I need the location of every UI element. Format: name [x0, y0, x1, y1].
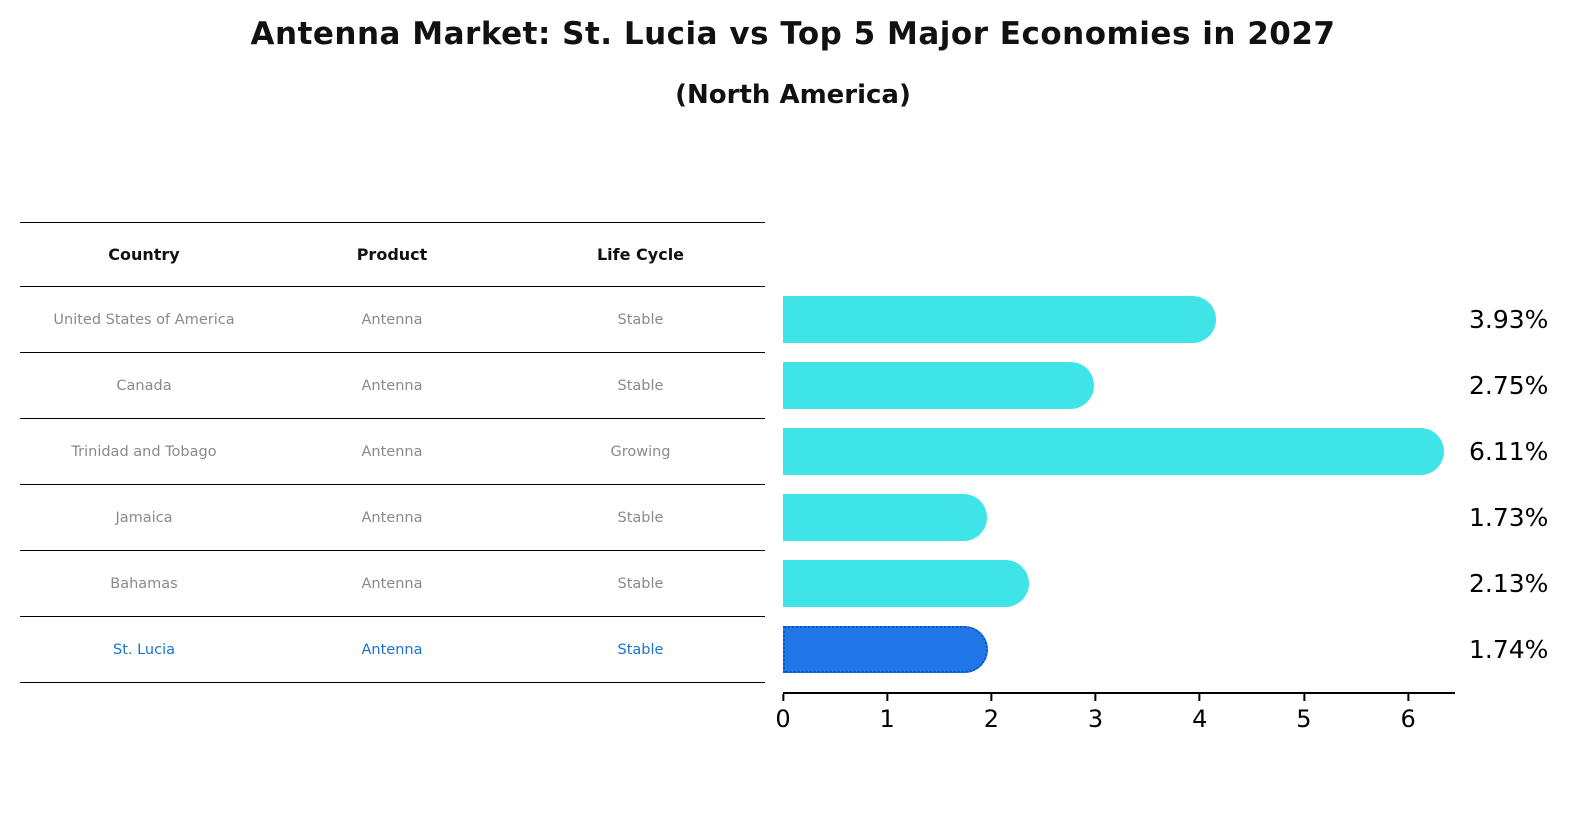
table-cell-life-cycle: Stable	[617, 509, 664, 526]
x-tick-mark	[1302, 694, 1305, 701]
bar-value-label: 3.93%	[1469, 304, 1549, 334]
bar-trinidad-and-tobago	[783, 427, 1444, 475]
table-cell-country: Canada	[116, 377, 172, 394]
table-header-product: Product	[356, 245, 428, 264]
data-table: Country Product Life Cycle United States…	[20, 222, 765, 683]
table-row: United States of America Antenna Stable	[20, 287, 765, 353]
table-row: Jamaica Antenna Stable	[20, 485, 765, 551]
x-tick-label: 2	[983, 705, 1000, 733]
table-row: Bahamas Antenna Stable	[20, 551, 765, 617]
table-cell-product: Antenna	[361, 575, 423, 592]
bar-value-label: 6.11%	[1469, 436, 1549, 466]
chart-header-spacer	[783, 222, 1585, 286]
bar-row: 1.73%	[783, 484, 1585, 550]
table-cell-country: Bahamas	[110, 575, 178, 592]
x-tick-label: 1	[879, 705, 895, 733]
x-tick-label: 3	[1087, 705, 1104, 733]
x-tick-mark	[1198, 694, 1201, 701]
table-cell-country: Jamaica	[115, 509, 173, 526]
table-cell-product: Antenna	[361, 311, 423, 328]
table-cell-country: St. Lucia	[112, 641, 175, 658]
bar-chart: 3.93% 2.75% 6.11% 1.73% 2.13% 1.74%	[775, 222, 1585, 736]
x-tick-label: 6	[1400, 705, 1416, 733]
x-tick-mark	[782, 694, 784, 701]
table-cell-product: Antenna	[361, 641, 423, 658]
x-tick-label: 4	[1192, 705, 1208, 733]
chart-subtitle: (North America)	[675, 80, 911, 110]
bar-value-label: 1.73%	[1469, 502, 1549, 532]
bar-row: 6.11%	[783, 418, 1585, 484]
table-cell-country: Trinidad and Tobago	[71, 443, 217, 460]
table-row: Canada Antenna Stable	[20, 353, 765, 419]
bar-st-lucia-highlighted	[783, 625, 989, 673]
table-header-country: Country	[108, 245, 180, 264]
bar-bahamas	[783, 559, 1029, 607]
table-cell-country: United States of America	[53, 311, 235, 328]
bar-row: 2.75%	[783, 352, 1585, 418]
bar-value-label: 1.74%	[1469, 634, 1549, 664]
x-tick-label: 0	[775, 705, 791, 733]
x-tick-mark	[1094, 694, 1097, 701]
chart-title: Antenna Market: St. Lucia vs Top 5 Major…	[250, 16, 1336, 52]
x-tick-label: 5	[1296, 705, 1312, 733]
table-header-life-cycle: Life Cycle	[596, 245, 685, 264]
table-cell-product: Antenna	[361, 377, 423, 394]
table-cell-product: Antenna	[361, 443, 423, 460]
table-cell-life-cycle: Stable	[617, 641, 664, 658]
table-cell-life-cycle: Stable	[617, 575, 664, 592]
bar-value-label: 2.75%	[1469, 370, 1549, 400]
x-axis: 0 1 2 3 4 5 6	[775, 692, 1455, 736]
x-tick-mark	[990, 694, 993, 701]
table-cell-life-cycle: Stable	[617, 377, 664, 394]
bar-row: 1.74%	[783, 616, 1585, 682]
bar-row: 3.93%	[783, 286, 1585, 352]
x-tick-mark	[886, 694, 889, 701]
table-row: Trinidad and Tobago Antenna Growing	[20, 419, 765, 485]
bar-value-label: 2.13%	[1469, 568, 1549, 598]
table-cell-life-cycle: Stable	[617, 311, 664, 328]
table-header-row: Country Product Life Cycle	[20, 223, 765, 287]
x-tick-mark	[1407, 694, 1410, 701]
bar-canada	[783, 361, 1094, 409]
bar-row: 2.13%	[783, 550, 1585, 616]
chart-content: Country Product Life Cycle United States…	[20, 222, 1585, 736]
table-cell-product: Antenna	[361, 509, 423, 526]
bar-united-states	[783, 295, 1217, 343]
bar-jamaica	[783, 493, 988, 541]
table-cell-life-cycle: Growing	[610, 443, 671, 460]
table-row-highlighted: St. Lucia Antenna Stable	[20, 617, 765, 683]
